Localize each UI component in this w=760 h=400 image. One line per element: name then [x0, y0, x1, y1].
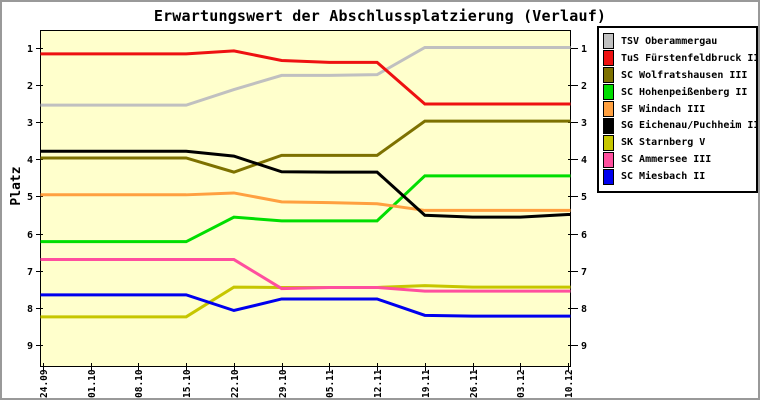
x-tick-label: 12.11 [373, 369, 384, 398]
legend-label: SF Windach III [621, 103, 706, 115]
series-line-0 [40, 46, 571, 107]
legend-swatch [603, 33, 614, 50]
legend-swatch [603, 50, 614, 67]
legend-swatch [603, 117, 614, 134]
y-tick-label-right: 4 [581, 155, 587, 166]
y-tick-label-right: 1 [581, 44, 587, 55]
series-line-5 [40, 149, 571, 219]
legend-swatch [603, 67, 614, 84]
legend-label: TuS Fürstenfeldbruck II [621, 52, 760, 64]
series-line-7 [40, 258, 571, 293]
y-tick-label: 8 [27, 304, 33, 315]
y-tick-label: 7 [27, 267, 33, 278]
legend-label: SC Hohenpeißenberg II [621, 86, 748, 98]
legend-swatch [603, 134, 614, 151]
series-line-3 [40, 174, 571, 244]
series-line-1 [40, 49, 571, 106]
legend-item: SC Ammersee III [599, 151, 756, 168]
plot-area [40, 30, 571, 367]
y-tick-label-right: 7 [581, 267, 587, 278]
legend-item: TuS Fürstenfeldbruck II [599, 50, 760, 67]
legend-item: SC Hohenpeißenberg II [599, 84, 756, 101]
y-tick-label-right: 6 [581, 230, 587, 241]
x-tick-label: 03.12 [516, 369, 527, 398]
series-line-8 [40, 293, 571, 318]
x-tick-label: 26.11 [469, 369, 480, 398]
legend-item: SF Windach III [599, 101, 756, 118]
legend-item: SG Eichenau/Puchheim II [599, 117, 760, 134]
legend-label: SC Wolfratshausen III [621, 69, 748, 81]
y-tick-label: 2 [27, 81, 33, 92]
y-tick-label: 1 [27, 44, 33, 55]
chart-title: Erwartungswert der Abschlussplatzierung … [153, 7, 607, 25]
y-tick-label-right: 5 [581, 192, 587, 203]
x-tick-label: 24.09 [39, 369, 50, 398]
legend-swatch [603, 168, 614, 185]
y-tick-label: 4 [27, 155, 33, 166]
legend-label: SC Miesbach II [621, 171, 706, 183]
x-tick-label: 19.11 [421, 369, 432, 398]
legend-swatch [603, 151, 614, 168]
x-tick-label: 08.10 [134, 369, 145, 398]
legend-item: SK Starnberg V [599, 134, 756, 151]
y-tick-label-right: 9 [581, 341, 587, 352]
legend-label: SC Ammersee III [621, 154, 712, 166]
legend-label: SK Starnberg V [621, 137, 706, 149]
legend-item: TSV Oberammergau [599, 33, 756, 50]
series-line-4 [40, 191, 571, 212]
legend-label: TSV Oberammergau [621, 35, 718, 47]
x-tick-label: 01.10 [87, 369, 98, 398]
legend-label: SG Eichenau/Puchheim II [621, 120, 760, 132]
y-tick-label: 9 [27, 341, 33, 352]
legend-swatch [603, 101, 614, 117]
y-tick-label: 5 [27, 192, 33, 203]
y-tick-label: 6 [27, 230, 33, 241]
series-line-2 [40, 119, 571, 174]
x-tick-label: 29.10 [278, 369, 289, 398]
y-tick-label-right: 3 [581, 118, 587, 129]
legend: TSV Oberammergau TuS Fürstenfeldbruck II S… [597, 26, 758, 193]
legend-item: SC Miesbach II [599, 168, 756, 185]
y-tick-label: 3 [27, 118, 33, 129]
x-tick-label: 22.10 [230, 369, 241, 398]
x-tick-label: 05.11 [325, 369, 336, 398]
y-tick-label-right: 8 [581, 304, 587, 315]
legend-swatch [603, 84, 614, 101]
legend-item: SC Wolfratshausen III [599, 67, 756, 84]
y-tick-label-right: 2 [581, 81, 587, 92]
x-tick-label: 15.10 [182, 369, 193, 398]
x-tick-label: 10.12 [564, 369, 575, 398]
